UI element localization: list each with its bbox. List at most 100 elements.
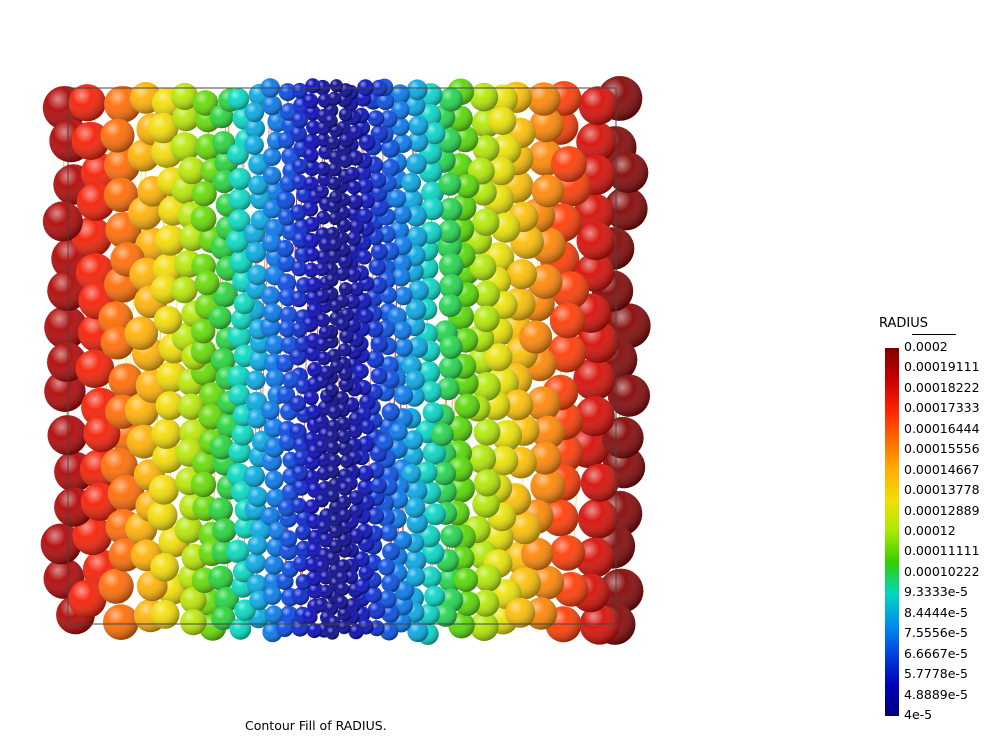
sphere-particle bbox=[549, 302, 586, 339]
sphere-particle bbox=[325, 551, 340, 566]
sphere-particle bbox=[228, 188, 252, 211]
sphere-particle bbox=[302, 200, 319, 217]
sphere-particle bbox=[357, 178, 374, 195]
legend-tick-label: 0.00012889 bbox=[904, 502, 980, 518]
sphere-particle bbox=[526, 82, 561, 116]
sphere-particle bbox=[382, 542, 400, 561]
sphere-particle bbox=[327, 405, 342, 420]
sphere-particle bbox=[406, 336, 429, 358]
sphere-particle bbox=[325, 464, 340, 479]
sphere-particle bbox=[190, 338, 217, 364]
sphere-particle bbox=[405, 153, 427, 175]
sphere-particle bbox=[314, 493, 329, 508]
sphere-particle bbox=[346, 180, 362, 195]
sphere-particle bbox=[578, 86, 618, 125]
sphere-particle bbox=[335, 582, 350, 596]
legend-tick-label: 0.00017333 bbox=[904, 400, 980, 416]
sphere-particle bbox=[246, 574, 267, 595]
sphere-particle bbox=[124, 316, 159, 351]
sphere-particle bbox=[276, 354, 294, 373]
sphere-particle bbox=[531, 174, 565, 208]
sphere-particle bbox=[276, 385, 296, 404]
sphere-particle bbox=[366, 350, 385, 369]
sphere-particle bbox=[380, 604, 400, 623]
sphere-particle bbox=[338, 377, 354, 393]
sphere-particle bbox=[248, 175, 269, 196]
sphere-particle bbox=[358, 134, 376, 151]
sphere-particle bbox=[348, 219, 365, 235]
sphere-particle bbox=[520, 537, 554, 571]
sphere-particle bbox=[336, 559, 351, 574]
sphere-particle bbox=[345, 317, 361, 333]
legend-tick-label: 0.00014667 bbox=[904, 461, 980, 477]
sphere-particle bbox=[328, 237, 342, 252]
sphere-particle bbox=[381, 402, 400, 422]
sphere-particle bbox=[262, 147, 282, 166]
sphere-particle bbox=[304, 159, 321, 176]
sphere-particle bbox=[282, 371, 300, 389]
sphere-particle bbox=[577, 498, 619, 539]
sphere-particle bbox=[148, 112, 179, 144]
sphere-particle bbox=[327, 454, 342, 468]
sphere-particle bbox=[302, 93, 319, 109]
sphere-particle bbox=[473, 418, 501, 446]
sphere-particle bbox=[245, 241, 267, 264]
sphere-particle bbox=[405, 370, 425, 391]
sphere-particle bbox=[329, 190, 343, 204]
sphere-particle bbox=[291, 82, 308, 99]
sphere-particle bbox=[405, 299, 427, 321]
sphere-particle bbox=[44, 305, 88, 349]
sphere-particle bbox=[150, 553, 179, 582]
sphere-particle bbox=[275, 619, 294, 637]
sphere-particle bbox=[228, 384, 251, 407]
sphere-particle bbox=[337, 343, 352, 357]
sphere-particle bbox=[370, 198, 389, 217]
sphere-particle bbox=[278, 320, 296, 338]
sphere-particle bbox=[380, 524, 398, 542]
sphere-particle bbox=[337, 441, 353, 456]
sphere-particle bbox=[337, 481, 353, 496]
legend-tick-label: 0.0002 bbox=[904, 339, 948, 354]
sphere-particle bbox=[42, 201, 83, 242]
sphere-particle bbox=[415, 461, 438, 484]
sphere-particle bbox=[315, 262, 329, 277]
legend-tick-label: 6.6667e-5 bbox=[904, 645, 968, 661]
sphere-particle bbox=[154, 224, 186, 256]
sphere-particle bbox=[326, 136, 340, 150]
legend-tick-label: 0.00016444 bbox=[904, 420, 980, 436]
sphere-particle bbox=[264, 334, 285, 355]
sphere-particle bbox=[107, 475, 145, 512]
sphere-particle bbox=[328, 514, 343, 528]
sphere-particle bbox=[389, 422, 408, 441]
sphere-particle bbox=[307, 582, 324, 599]
sphere-particle bbox=[506, 259, 537, 290]
sphere-particle bbox=[438, 172, 462, 196]
legend-tick-label: 0.00010222 bbox=[904, 563, 980, 579]
sphere-particle bbox=[525, 386, 561, 421]
sphere-particle bbox=[306, 404, 321, 420]
sphere-particle bbox=[208, 306, 232, 330]
sphere-particle bbox=[292, 479, 310, 496]
sphere-particle bbox=[315, 313, 330, 328]
sphere-particle bbox=[325, 441, 340, 455]
sphere-particle bbox=[40, 523, 82, 565]
sphere-particle bbox=[180, 609, 207, 636]
sphere-particle bbox=[406, 79, 428, 101]
sphere-particle bbox=[348, 125, 363, 140]
sphere-particle bbox=[338, 153, 353, 168]
sphere-particle bbox=[209, 435, 234, 460]
sphere-particle bbox=[334, 570, 349, 585]
sphere-particle bbox=[370, 477, 388, 494]
sphere-particle bbox=[487, 157, 516, 186]
sphere-particle bbox=[302, 609, 318, 625]
sphere-particle bbox=[453, 567, 479, 592]
sphere-particle bbox=[317, 520, 331, 534]
sphere-particle bbox=[338, 282, 353, 296]
sphere-particle bbox=[419, 566, 442, 589]
sphere-particle bbox=[244, 118, 265, 139]
sphere-particle bbox=[394, 286, 413, 306]
legend-tick-label: 0.00013778 bbox=[904, 482, 980, 498]
legend-title-underline bbox=[912, 334, 956, 335]
